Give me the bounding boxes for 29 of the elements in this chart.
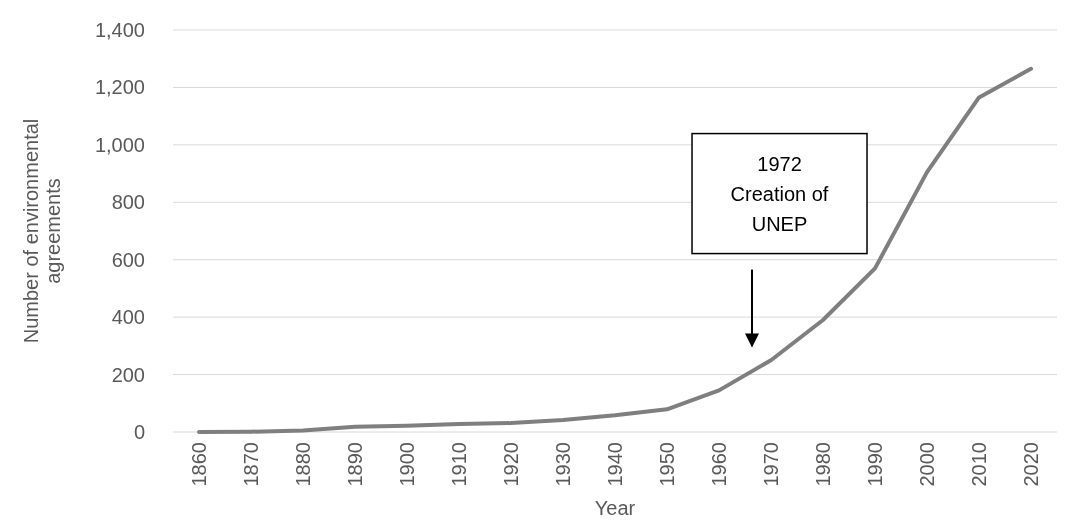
x-tick-label: 1980	[812, 442, 834, 487]
line-series	[197, 66, 1033, 434]
y-tick-label: 400	[111, 306, 145, 329]
y-tick-label: 0	[133, 421, 145, 443]
x-tick-label: 1930	[552, 442, 574, 487]
x-tick-label: 1920	[500, 442, 522, 487]
x-tick-label: 1960	[708, 442, 730, 487]
x-tick-label: 1880	[292, 442, 314, 487]
x-tick-label: 1900	[396, 442, 418, 487]
x-tick-label: 1860	[188, 442, 210, 487]
y-tick-label: 200	[111, 363, 145, 386]
x-tick-label: 1950	[656, 442, 678, 487]
x-tick-label: 1890	[344, 442, 366, 487]
x-tick-label: 2020	[1020, 442, 1042, 487]
x-tick-label: 1970	[760, 442, 782, 487]
x-tick-label: 2000	[916, 442, 938, 487]
y-axis-title: Number of environmental agreements	[20, 118, 64, 344]
annotation: 1972 Creation of UNEP	[730, 152, 829, 235]
y-tick-label: 1,200	[94, 76, 145, 99]
y-tick-label: 600	[111, 248, 145, 271]
x-tick-label: 2010	[968, 442, 990, 487]
y-tick-label: 1,400	[94, 19, 145, 41]
x-axis-title: Year	[594, 497, 636, 519]
y-tick-label: 800	[111, 191, 145, 214]
x-tick-label: 1870	[240, 442, 262, 487]
y-tick-label: 1,000	[94, 133, 145, 156]
x-tick-label: 1990	[864, 442, 886, 487]
x-tick-label: 1910	[448, 442, 470, 487]
x-tick-label: 1940	[604, 442, 626, 487]
